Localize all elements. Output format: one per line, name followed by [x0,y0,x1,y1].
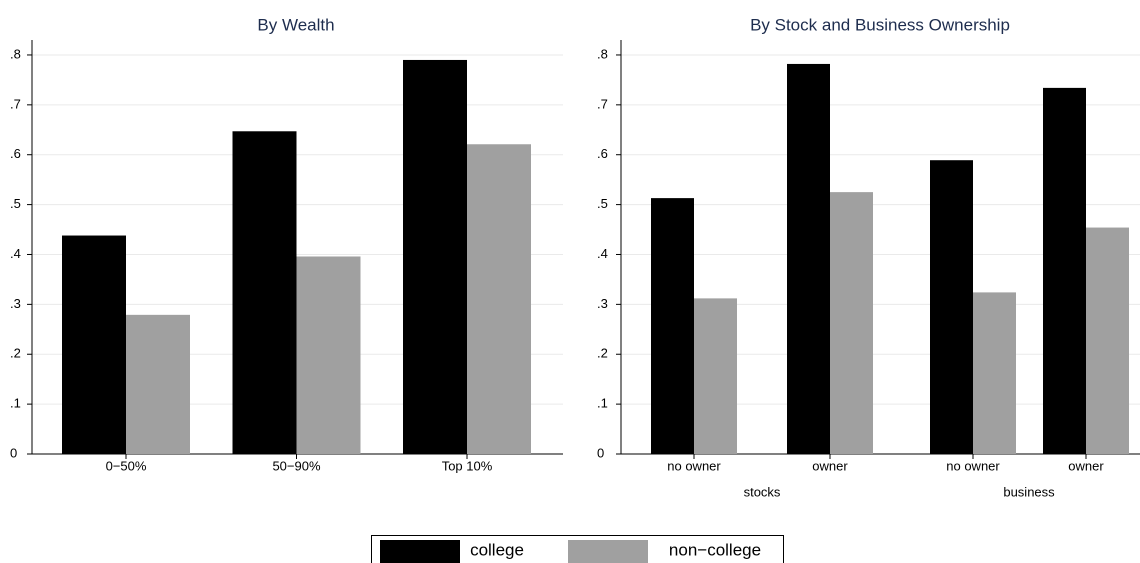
y-tick-label: .5 [597,196,608,211]
legend-text: non−college [669,540,761,559]
bar [930,160,973,454]
bar [126,314,190,454]
bar [232,131,297,454]
y-tick-label: 0 [10,445,17,460]
x-tick-label: no owner [667,458,721,473]
y-tick-label: .3 [10,296,21,311]
legend-text: college [470,540,524,559]
y-tick-label: .7 [597,96,608,111]
y-tick-label: 0 [597,445,604,460]
y-tick-label: .4 [10,246,21,261]
bar [973,292,1016,454]
bar [1043,87,1086,454]
y-tick-label: .1 [597,396,608,411]
y-tick-label: .5 [10,196,21,211]
x-tick-label: owner [812,458,848,473]
bar [467,144,531,454]
legend-swatch [568,540,648,563]
y-tick-label: .8 [10,46,21,61]
chart-title: By Stock and Business Ownership [750,15,1010,34]
x-tick-label: 0−50% [106,458,147,473]
x-tick-label: Top 10% [442,458,493,473]
y-tick-label: .2 [10,346,21,361]
y-tick-label: .3 [597,296,608,311]
y-tick-label: .4 [597,246,608,261]
bar [62,235,126,454]
bar [651,198,694,454]
x-tick-label: owner [1068,458,1104,473]
y-tick-label: .1 [10,396,21,411]
x-tick-label: no owner [946,458,1000,473]
group-label: business [1003,484,1055,499]
bar [787,63,830,454]
chart-title: By Wealth [257,15,334,34]
y-tick-label: .2 [597,346,608,361]
legend-swatch [380,540,460,563]
y-tick-label: .6 [10,146,21,161]
bar [830,192,873,455]
bar [694,298,737,454]
bar [296,256,361,454]
group-label: stocks [744,484,781,499]
x-tick-label: 50−90% [272,458,321,473]
bar [403,59,467,454]
bar [1086,227,1129,454]
y-tick-label: .8 [597,46,608,61]
y-tick-label: .6 [597,146,608,161]
y-tick-label: .7 [10,96,21,111]
